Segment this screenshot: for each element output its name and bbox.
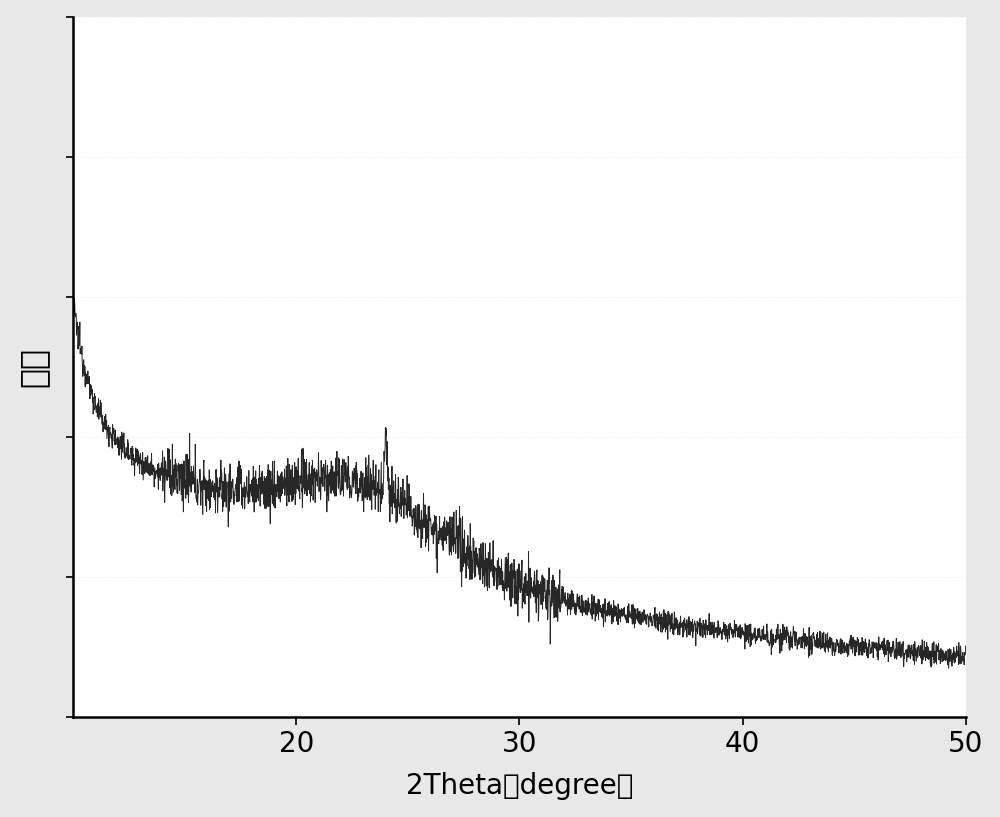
Y-axis label: 强度: 强度 <box>17 347 50 387</box>
X-axis label: 2Theta（degree）: 2Theta（degree） <box>406 772 633 801</box>
